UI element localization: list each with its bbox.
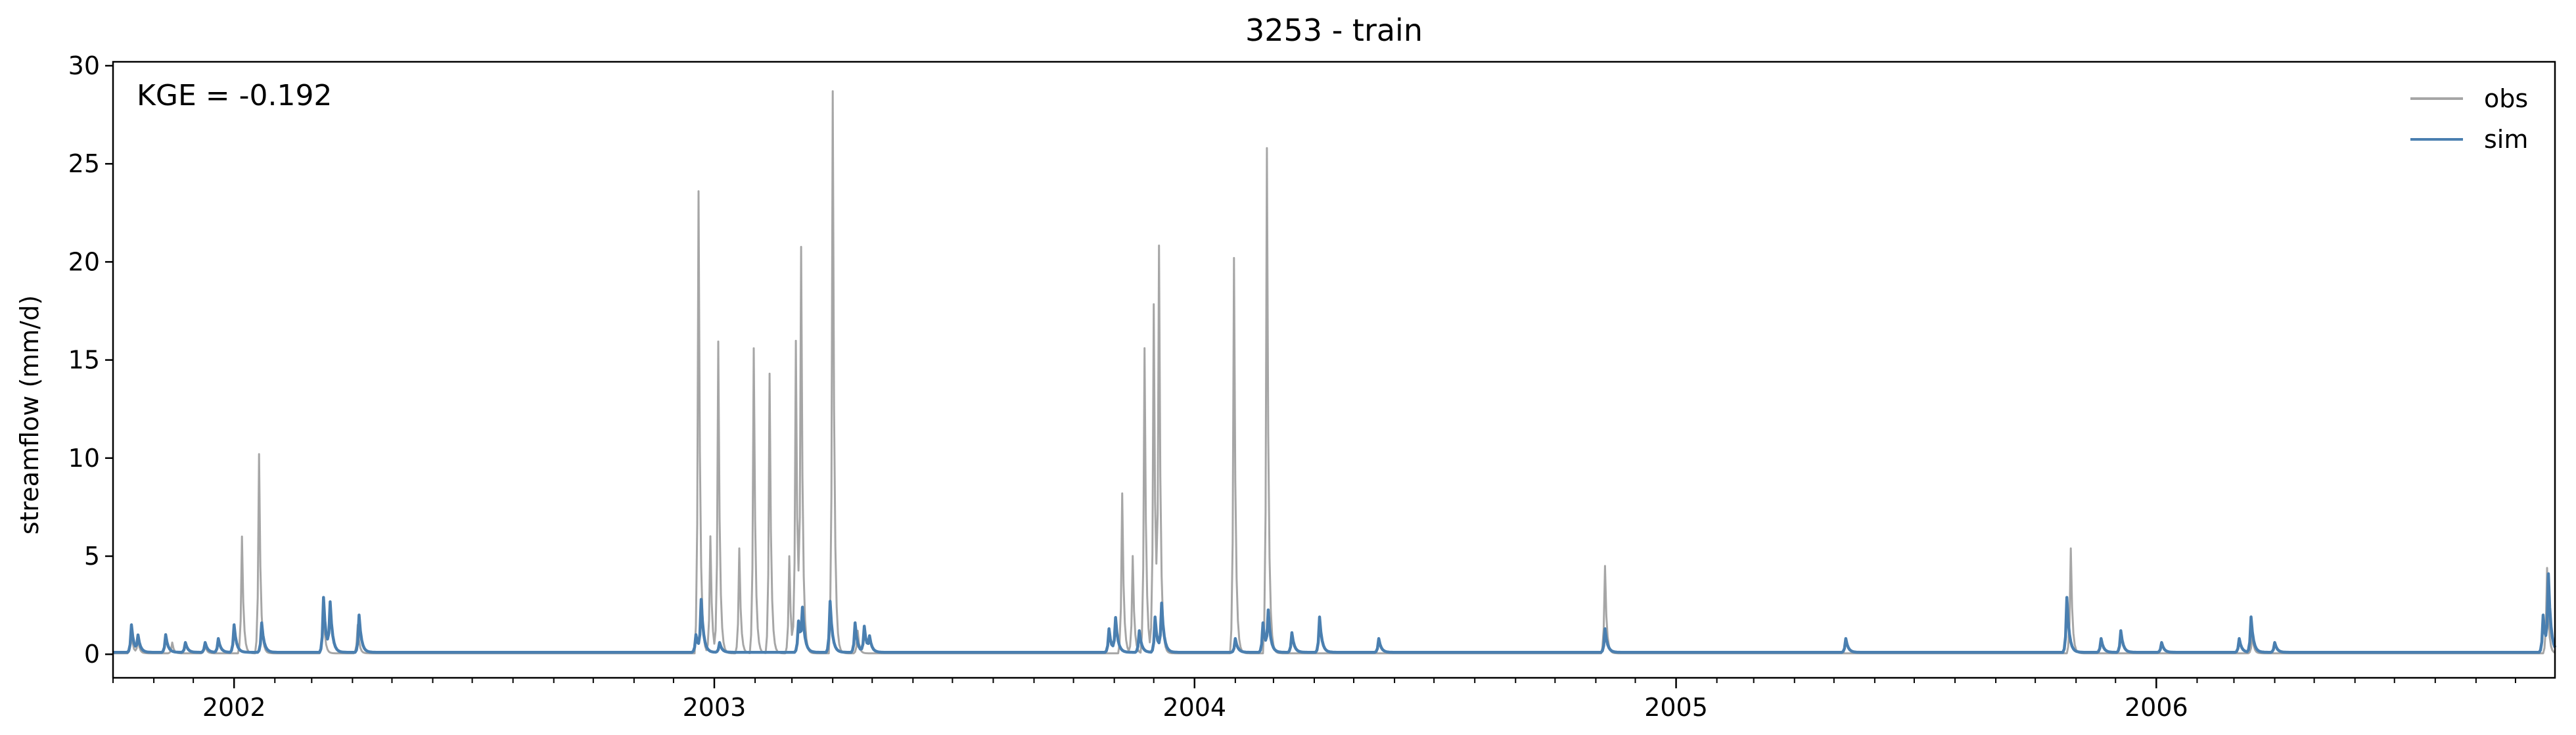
obs-layer xyxy=(113,90,2556,655)
x-axis-ticks: 2002 2003 2004 2005 2006 xyxy=(112,678,2516,722)
obs-series-line xyxy=(113,90,2556,655)
y-tick-label: 25 xyxy=(68,149,100,178)
kge-annotation: KGE = -0.192 xyxy=(137,79,332,112)
y-tick-label: 15 xyxy=(68,346,100,375)
y-tick-label: 0 xyxy=(84,640,100,669)
x-tick-label: 2006 xyxy=(2125,693,2188,722)
y-tick-label: 30 xyxy=(68,51,100,80)
plot-frame xyxy=(112,60,2556,679)
x-tick-label: 2002 xyxy=(202,693,266,722)
x-tick-label: 2003 xyxy=(683,693,747,722)
x-tick-label: 2005 xyxy=(1644,693,1708,722)
y-tick-label: 10 xyxy=(68,444,100,473)
legend-sim-label: sim xyxy=(2484,125,2528,154)
legend: obs sim xyxy=(2410,84,2528,154)
chart-title: 3253 - train xyxy=(1245,12,1423,48)
y-axis-label: streamflow (mm/d) xyxy=(15,295,44,534)
y-axis-ticks: 0 5 10 15 20 25 30 xyxy=(68,51,113,669)
sim-layer xyxy=(112,572,2557,654)
sim-series-line xyxy=(112,572,2557,654)
legend-obs-label: obs xyxy=(2484,84,2528,113)
y-tick-label: 20 xyxy=(68,247,100,276)
y-tick-label: 5 xyxy=(84,542,100,571)
x-tick-label: 2004 xyxy=(1162,693,1226,722)
plot-area xyxy=(112,90,2557,655)
